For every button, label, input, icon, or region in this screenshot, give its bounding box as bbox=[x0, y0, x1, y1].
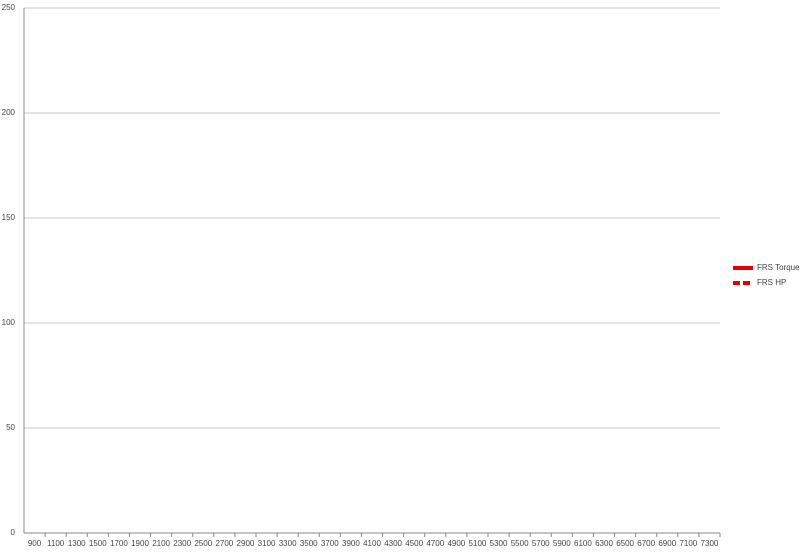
x-tick-label: 4100 bbox=[363, 539, 381, 548]
x-tick-label: 2100 bbox=[152, 539, 170, 548]
y-tick-label: 150 bbox=[2, 213, 16, 222]
x-tick-label: 2300 bbox=[173, 539, 191, 548]
y-tick-label: 100 bbox=[2, 318, 16, 327]
x-tick-label: 6900 bbox=[658, 539, 676, 548]
legend-label: FRS HP bbox=[757, 278, 786, 287]
y-tick-label: 200 bbox=[2, 108, 16, 117]
x-tick-label: 1100 bbox=[47, 539, 65, 548]
x-tick-label: 2500 bbox=[194, 539, 212, 548]
x-tick-label: 7300 bbox=[701, 539, 719, 548]
x-tick-label: 1700 bbox=[110, 539, 128, 548]
x-tick-label: 4300 bbox=[384, 539, 402, 548]
x-tick-label: 900 bbox=[28, 539, 42, 548]
x-tick-label: 4700 bbox=[426, 539, 444, 548]
y-tick-label: 50 bbox=[6, 423, 15, 432]
x-tick-label: 3500 bbox=[300, 539, 318, 548]
x-tick-label: 4900 bbox=[447, 539, 465, 548]
x-tick-label: 3900 bbox=[342, 539, 360, 548]
x-tick-label: 5100 bbox=[469, 539, 487, 548]
x-tick-label: 6100 bbox=[574, 539, 592, 548]
y-tick-label: 250 bbox=[2, 3, 16, 12]
x-tick-label: 3100 bbox=[258, 539, 276, 548]
x-tick-label: 3700 bbox=[321, 539, 339, 548]
x-tick-label: 1900 bbox=[131, 539, 149, 548]
x-tick-label: 5500 bbox=[511, 539, 529, 548]
x-tick-label: 2900 bbox=[237, 539, 255, 548]
x-tick-label: 6300 bbox=[595, 539, 613, 548]
y-tick-label: 0 bbox=[11, 528, 16, 537]
x-tick-label: 1500 bbox=[89, 539, 107, 548]
x-tick-label: 4500 bbox=[405, 539, 423, 548]
x-tick-label: 2700 bbox=[215, 539, 233, 548]
x-tick-label: 6500 bbox=[616, 539, 634, 548]
x-tick-label: 5300 bbox=[490, 539, 508, 548]
x-tick-label: 5900 bbox=[553, 539, 571, 548]
x-tick-label: 7100 bbox=[679, 539, 697, 548]
x-tick-label: 5700 bbox=[532, 539, 550, 548]
x-tick-label: 6700 bbox=[637, 539, 655, 548]
x-tick-label: 1300 bbox=[68, 539, 86, 548]
legend-label: FRS Torque bbox=[757, 263, 800, 272]
x-tick-label: 3300 bbox=[279, 539, 297, 548]
